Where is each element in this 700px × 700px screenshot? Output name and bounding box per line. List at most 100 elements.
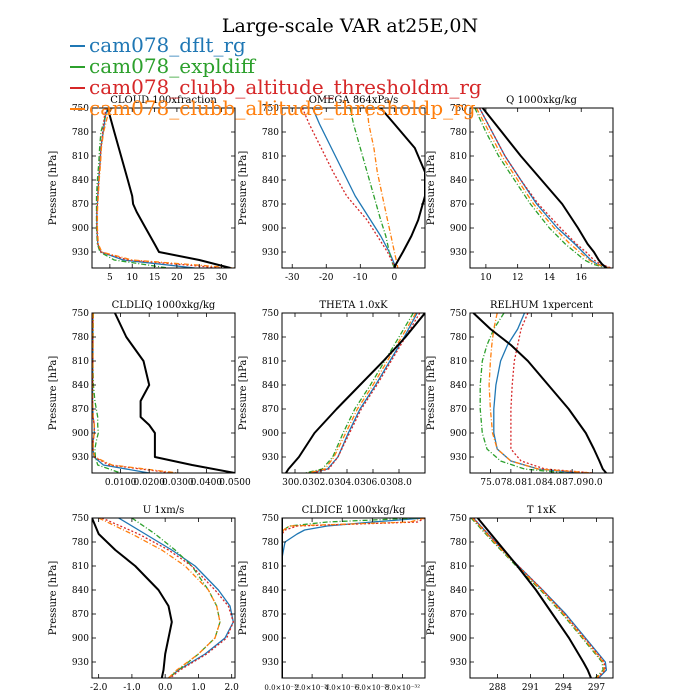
x-tick-label: 4.0×10⁻³² [325,684,360,692]
x-tick-label: 8.0×10⁻³² [385,684,420,692]
series-line [311,313,421,473]
x-tick-label: 0.0200 [133,478,165,488]
y-tick-label: 930 [72,453,89,463]
series-line [98,518,221,678]
y-tick-label: 870 [262,610,279,620]
y-axis-label: Pressure [hPa] [238,151,249,226]
y-tick-label: 870 [262,405,279,415]
y-tick-label: 900 [262,634,279,644]
x-tick-label: 1.0 [191,683,206,693]
panel-title: RELHUM 1xpercent [490,300,593,311]
y-axis-label: Pressure [hPa] [238,561,249,636]
y-tick-label: 930 [262,658,279,668]
x-tick-label: -2.0 [90,683,108,693]
x-tick-label: 5 [107,273,113,283]
y-tick-label: 750 [262,514,279,524]
series-line [101,518,234,678]
y-axis-label: Pressure [hPa] [48,151,59,226]
y-tick-label: 780 [262,333,279,343]
legend-entry: cam078_clubb_altitude_thresholdm_rg [89,75,482,99]
series-line [474,108,607,268]
series-line [282,518,425,678]
legend-entry: cam078_dflt_rg [89,33,246,57]
series-line [92,313,173,473]
x-tick-label: 0.0400 [191,478,223,488]
chart-panel: CLDLIQ 1000xkg/kg Pressure [hPa] 750 780 810… [48,300,251,488]
y-tick-label: 870 [72,405,89,415]
y-tick-label: 810 [262,562,279,572]
y-tick-label: 870 [450,405,467,415]
y-tick-label: 840 [72,381,89,391]
y-tick-label: 900 [450,634,467,644]
x-tick-label: 14 [544,273,556,283]
x-tick-label: 297 [588,683,605,693]
y-tick-label: 840 [262,586,279,596]
x-tick-label: 87.0 [562,478,582,488]
series-line [96,108,195,268]
panel-title: THETA 1.0xK [319,300,388,311]
chart-panel: RELHUM 1xpercent Pressure [hPa] 750 780 810 8… [426,300,614,488]
y-axis-label: Pressure [hPa] [48,356,59,431]
x-tick-label: -20 [319,273,334,283]
y-tick-label: 840 [72,176,89,186]
y-tick-label: 930 [72,658,89,668]
y-tick-label: 870 [72,610,89,620]
series-line [479,313,566,473]
panel-title: Q 1000xkg/kg [506,95,577,106]
series-line [472,518,606,678]
series-line [478,108,610,268]
y-tick-label: 750 [450,309,467,319]
series-line [488,313,593,473]
plot-frame [281,107,426,269]
series-line [349,108,395,268]
x-tick-label: 302.0 [308,478,334,488]
series-line [106,108,231,268]
y-tick-label: 870 [450,200,467,210]
x-tick-label: 78.0 [501,478,521,488]
y-tick-label: 750 [72,514,89,524]
y-tick-label: 840 [450,381,467,391]
plot-frame [469,312,614,474]
series-line [312,108,396,268]
legend: cam078_dflt_rgcam078_expldiffcam078_club… [70,33,482,120]
x-tick-label: 12 [512,273,523,283]
plot-frame [281,312,426,474]
series-line [366,108,399,268]
x-tick-label: 20 [171,273,183,283]
x-tick-label: 84.0 [542,478,562,488]
panel-title: CLDLIQ 1000xkg/kg [112,300,216,311]
y-tick-label: 810 [262,357,279,367]
legend-entry: cam078_clubb_altitude_thresholdp_rg [89,96,476,120]
panel-title: T 1xK [527,505,557,516]
x-tick-label: 16 [575,273,587,283]
y-tick-label: 810 [450,562,467,572]
x-tick-label: 288 [489,683,506,693]
x-tick-label: 306.0 [360,478,386,488]
y-tick-label: 840 [450,176,467,186]
panels: CLOUD 100xfraction Pressure [hPa] 750 780 81… [48,95,614,693]
y-tick-label: 840 [262,381,279,391]
y-tick-label: 840 [450,586,467,596]
x-tick-label: 0 [391,273,397,283]
x-tick-label: 2.0×10⁻³² [294,684,329,692]
y-axis-label: Pressure [hPa] [48,561,59,636]
series-line [92,313,150,473]
plot-frame [281,517,426,679]
series-line [305,313,414,473]
y-tick-label: 870 [72,200,89,210]
x-tick-label: 300.0 [282,478,308,488]
series-line [379,108,425,268]
series-line [470,518,604,678]
series-line [282,518,418,678]
y-tick-label: 810 [262,152,279,162]
y-tick-label: 900 [450,429,467,439]
y-tick-label: 780 [450,538,467,548]
series-line [118,518,234,678]
plot-frame [469,107,614,269]
x-tick-label: 0.0500 [219,478,251,488]
plot-frame [469,517,614,679]
plot-frame [91,107,236,269]
x-tick-label: 0.0×10⁻³² [264,684,299,692]
series-line [471,518,605,678]
